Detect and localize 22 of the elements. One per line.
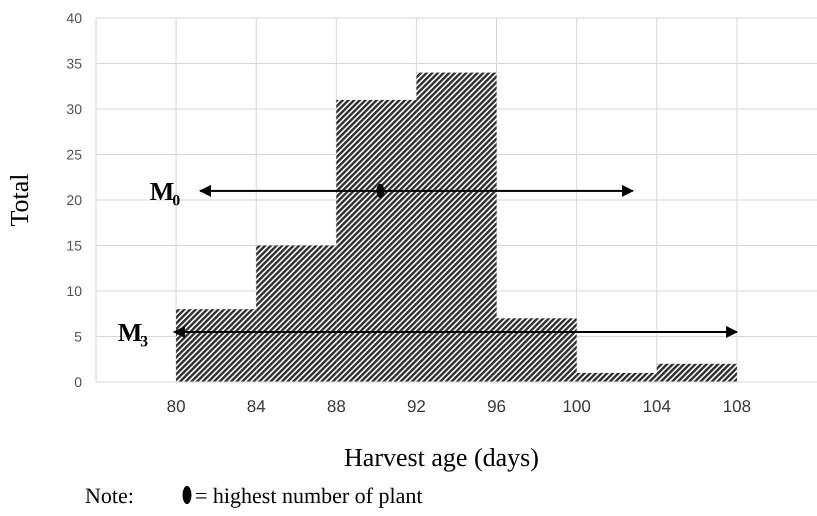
y-axis-title: Total	[5, 173, 34, 227]
y-tick-label: 25	[66, 146, 82, 162]
y-tick-label: 10	[66, 282, 82, 299]
x-tick-label: 104	[642, 397, 671, 416]
x-axis-title: Harvest age (days)	[344, 443, 539, 472]
x-tick-label: 84	[246, 397, 266, 416]
x-tick-label: 80	[166, 397, 186, 416]
x-tick-label: 96	[487, 397, 506, 416]
x-tick-label: 88	[326, 397, 346, 416]
text: Note: = highest number of plant	[85, 483, 422, 508]
y-tick-label: 0	[74, 374, 82, 390]
y-tick-label: 15	[66, 237, 82, 254]
y-tick-label: 35	[66, 55, 82, 72]
annotation: M₀	[150, 177, 180, 206]
y-tick-label: 5	[74, 328, 82, 344]
annotation: M₃	[118, 318, 148, 348]
x-tick-label: 100	[562, 397, 591, 416]
x-tick-label: 92	[406, 397, 426, 416]
y-tick-label: 40	[66, 10, 82, 26]
y-tick-label: 30	[66, 100, 82, 117]
y-tick-label: 20	[66, 192, 82, 208]
x-tick-label: 108	[722, 397, 752, 416]
